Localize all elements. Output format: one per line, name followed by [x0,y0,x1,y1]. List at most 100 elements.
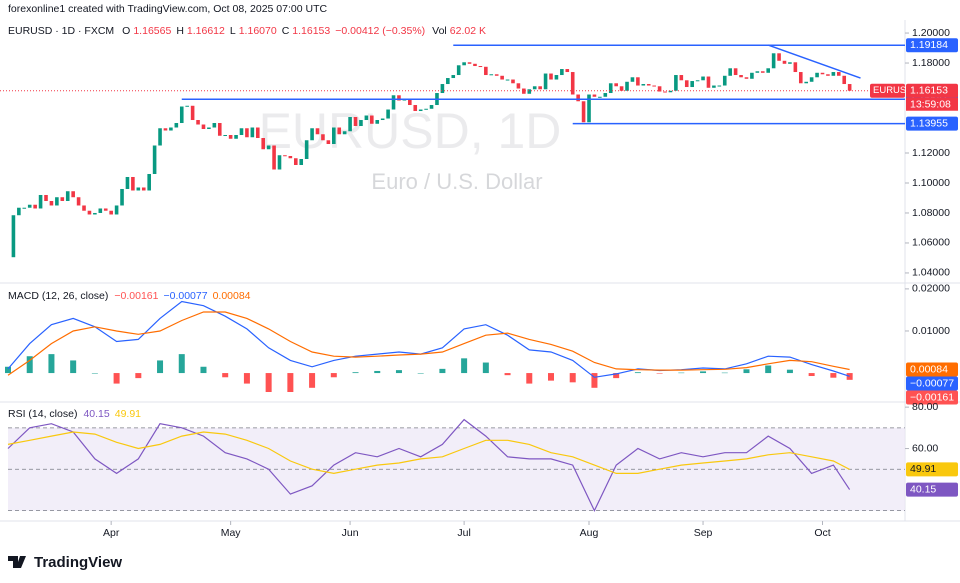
candle-body [272,145,276,170]
candle-body [277,155,282,170]
candle-body [380,118,385,121]
y-tick-label: 1.08000 [912,207,950,219]
candle-body [516,83,521,89]
candle-body [538,86,542,90]
candle-body [847,84,852,91]
pane-title: MACD (12, 26, close) [8,290,108,302]
candle-body [408,99,412,106]
candle-body [141,187,146,191]
indicator-label: 0.00084 [910,363,948,375]
candle-body [820,72,825,75]
histogram-bar [135,373,142,379]
candle-body [777,53,781,61]
candle-body [625,81,629,91]
candle-body [120,188,124,206]
histogram-bar [504,373,511,376]
ohlc-value: 1.16612 [187,25,225,37]
candle-body [190,105,195,121]
countdown-box [906,97,958,111]
trendline [767,44,861,79]
candle-body [255,127,260,139]
candle-body [560,69,564,76]
indicator-line [7,300,850,378]
candle-body [310,128,314,141]
y-tick-label: 1.06000 [912,237,950,249]
candle-body [337,127,342,135]
brand: TradingView [34,554,122,571]
symbol: EURUSD · 1D · FXCM [8,25,114,37]
histogram-bar [830,373,837,378]
indicator-line [7,418,851,512]
candle-body [169,127,173,131]
indicator-label: −0.00161 [910,391,954,403]
symbol-tag [870,83,905,98]
histogram-bar [569,373,576,383]
y-tick-label: 1.04000 [912,267,950,279]
candle-body [11,215,16,258]
candle-body [608,83,613,94]
candle-body [93,212,97,215]
candle-body [212,123,217,128]
legend-value: −0.00077 [163,290,207,302]
histogram-bar [846,373,853,380]
last-price-label-box [906,83,958,98]
x-tick-label: May [221,527,242,539]
indicator-label-box [906,462,958,477]
watermark-title: EURUSD, 1D [259,103,562,159]
ohlc-key: L [230,25,236,37]
candle-body [315,128,320,135]
candle-body [342,131,347,135]
volume-key: Vol [432,25,447,37]
candle-body [500,75,504,80]
candle-body [266,145,271,150]
histogram-bar [91,373,98,374]
candle-body [565,69,570,73]
candle-body [185,105,189,107]
histogram-bar [48,354,55,374]
histogram-bar [330,373,337,378]
candle-body [695,80,700,82]
candle-body [136,187,141,191]
y-tick-label: 0.01000 [912,325,950,337]
candle-body [701,76,705,81]
level-label-box [906,38,958,53]
histogram-bar [309,373,316,388]
indicator-line [7,431,850,475]
candle-body [722,75,727,86]
candle-body [717,85,722,87]
histogram-bar [765,365,772,374]
histogram-bar [721,372,728,374]
candle-body [87,210,92,215]
candle-body [793,62,798,73]
candle-body [706,76,711,88]
histogram-bar [352,372,359,374]
candle-body [370,115,374,124]
candle-body [386,109,390,119]
candle-body [592,94,597,97]
candle-body [321,134,325,141]
candle-body [570,72,575,95]
histogram-bar [613,373,620,379]
ohlc-value: 1.16565 [133,25,171,37]
candle-body [174,123,179,128]
level-label: 1.19184 [910,39,948,51]
candle-body [71,191,75,198]
candle-body [636,77,640,86]
candle-body [261,138,266,150]
candle-body [684,80,689,88]
credit: forexonline1 created with TradingView.co… [8,3,327,15]
y-tick-label: 1.20000 [912,27,950,39]
change: −0.00412 (−0.35%) [335,25,425,37]
countdown: 13:59:08 [910,99,951,111]
candle-body [646,84,651,86]
indicator-label-box [906,482,958,497]
candle-body [831,72,836,76]
candle-body [473,63,477,67]
histogram-bar [482,362,489,374]
candle-body [196,120,200,125]
histogram-bar [417,373,424,374]
candle-body [288,155,293,159]
histogram-bar [786,369,793,374]
histogram-bar [157,360,164,374]
y-tick-label: 1.18000 [912,57,950,69]
